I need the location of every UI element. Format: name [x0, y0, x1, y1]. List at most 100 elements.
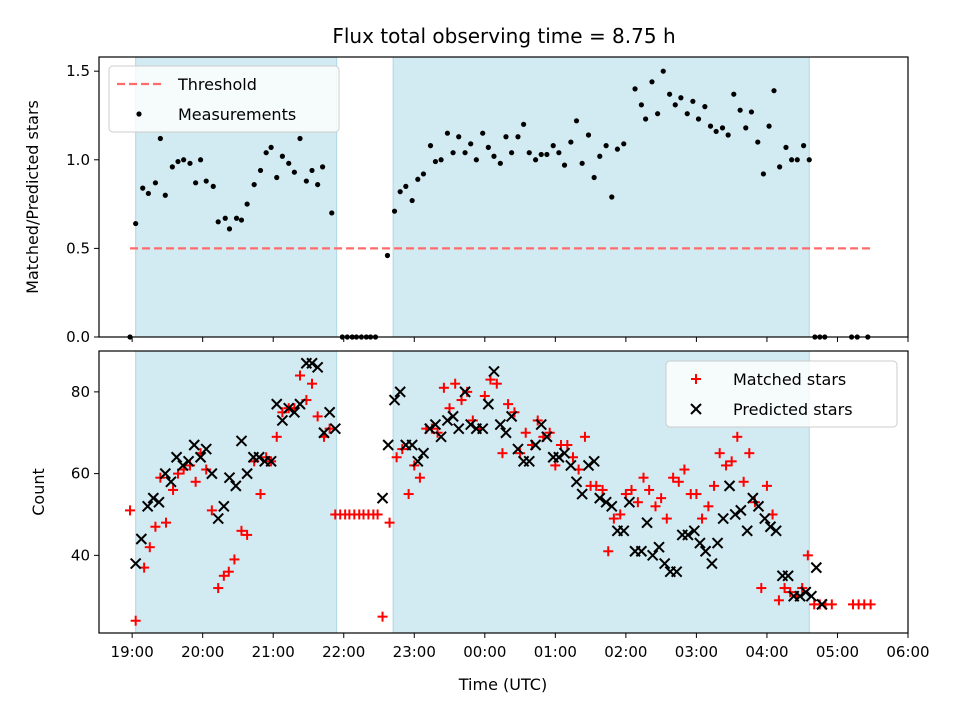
- predicted-star-marker: [505, 410, 518, 423]
- measurement-point: [660, 68, 666, 74]
- bottom-plot-frame: [98, 350, 909, 634]
- measurement-point: [707, 123, 714, 129]
- measurement-point: [309, 167, 315, 174]
- predicted-star-marker: [494, 418, 507, 431]
- bottom-y-tick-label: 40: [71, 546, 90, 564]
- predicted-star-marker: [694, 537, 706, 549]
- predicted-star-marker: [641, 516, 653, 529]
- x-tick-label: 00:00: [463, 643, 506, 661]
- measurement-point: [303, 178, 309, 184]
- top-y-tick-label: 0.5: [66, 239, 90, 257]
- predicted-star-marker: [576, 488, 588, 500]
- predicted-star-marker: [670, 565, 683, 578]
- predicted-star-marker: [623, 496, 636, 508]
- measurement-point: [473, 157, 479, 163]
- predicted-star-marker: [658, 557, 671, 570]
- predicted-star-marker: [741, 525, 753, 537]
- matched-star-marker: [668, 472, 679, 483]
- matched-star-marker: [223, 566, 234, 577]
- predicted-star-marker: [459, 386, 471, 398]
- predicted-star-marker: [570, 476, 583, 488]
- matched-star-marker: [732, 431, 743, 442]
- predicted-star-marker: [441, 414, 454, 427]
- measurement-point: [760, 171, 767, 177]
- measurement-point: [438, 157, 444, 163]
- matched-star-marker: [503, 399, 514, 410]
- x-tick-label: 23:00: [393, 643, 436, 661]
- predicted-star-marker: [635, 545, 648, 557]
- threshold-legend-label: Threshold: [177, 75, 257, 94]
- measurement-point: [403, 183, 409, 189]
- measurement-point: [480, 130, 486, 136]
- measurement-point: [315, 181, 321, 188]
- measurement-point: [397, 189, 403, 195]
- matched-star-marker: [125, 505, 136, 516]
- measurement-point: [432, 158, 439, 165]
- matched-star-marker: [255, 489, 266, 500]
- measurement-point: [568, 139, 574, 145]
- matched-star-marker: [714, 448, 725, 459]
- matched-star-marker: [491, 378, 502, 389]
- predicted-star-marker: [412, 455, 424, 468]
- predicted-star-marker: [594, 492, 606, 504]
- measurement-point: [175, 158, 181, 165]
- matched-star-marker: [438, 382, 449, 393]
- matched-star-marker: [403, 489, 414, 500]
- predicted-star-marker: [376, 492, 389, 504]
- predicted-star-marker: [283, 402, 295, 414]
- matched-star-marker: [295, 370, 306, 381]
- bottom-legend: Matched stars Predicted stars: [665, 360, 898, 428]
- x-tick-label: 05:00: [816, 643, 859, 661]
- measurement-point: [585, 132, 592, 138]
- predicted-star-marker: [476, 422, 489, 435]
- measurement-point: [561, 162, 568, 168]
- measurement-point: [238, 217, 245, 223]
- predicted-star-marker: [447, 410, 459, 423]
- matched-star-marker: [650, 501, 661, 512]
- predicted-star-marker: [706, 557, 718, 570]
- measurement-point: [737, 107, 743, 113]
- measurement-point: [169, 164, 175, 170]
- measurement-point: [263, 150, 269, 156]
- x-tick-label: 19:00: [111, 643, 154, 661]
- measurement-point: [614, 146, 621, 152]
- matched-star-marker: [307, 378, 318, 389]
- measurement-point: [133, 220, 139, 227]
- predicted-star-marker: [688, 525, 700, 537]
- predicted-star-marker: [170, 451, 183, 463]
- predicted-star-marker: [523, 455, 535, 468]
- measurement-point: [521, 121, 527, 127]
- measurement-point: [485, 144, 491, 150]
- measurement-point: [766, 123, 772, 129]
- matched-star-marker: [656, 493, 667, 504]
- measurement-point: [783, 144, 789, 150]
- matched-star-marker: [168, 484, 179, 495]
- predicted-star-marker: [230, 480, 242, 492]
- measurement-point: [444, 130, 451, 136]
- top-legend: Threshold Measurements: [108, 65, 340, 133]
- measurement-point: [771, 88, 777, 94]
- predicted-star-marker: [717, 512, 729, 525]
- observing-window-band-1: [135, 350, 338, 634]
- measurement-point: [544, 151, 550, 158]
- matched-star-marker: [591, 480, 602, 491]
- matched-star-marker: [414, 472, 425, 483]
- measurement-point: [702, 104, 708, 110]
- predicted-star-marker: [782, 570, 794, 582]
- measurement-point: [251, 181, 257, 188]
- x-tick-label: 21:00: [252, 643, 295, 661]
- predicted-star-marker: [194, 451, 207, 463]
- matched-star-marker: [802, 550, 813, 561]
- measurement-point: [244, 201, 250, 207]
- predicted-star-marker: [235, 435, 248, 447]
- measurement-points: [127, 68, 871, 340]
- matched-star-marker: [190, 476, 201, 487]
- predicted-star-marker: [646, 549, 659, 562]
- matched-star-marker: [144, 542, 155, 553]
- measurement-point: [515, 134, 521, 140]
- x-tick-label: 22:00: [322, 643, 365, 661]
- top-panel: 0.0 0.5 1.0 1.5 Matched/Predicted stars Thr…: [23, 56, 909, 346]
- measurement-point: [274, 174, 280, 181]
- predicted-star-marker: [553, 451, 565, 463]
- measurement-point: [420, 171, 427, 177]
